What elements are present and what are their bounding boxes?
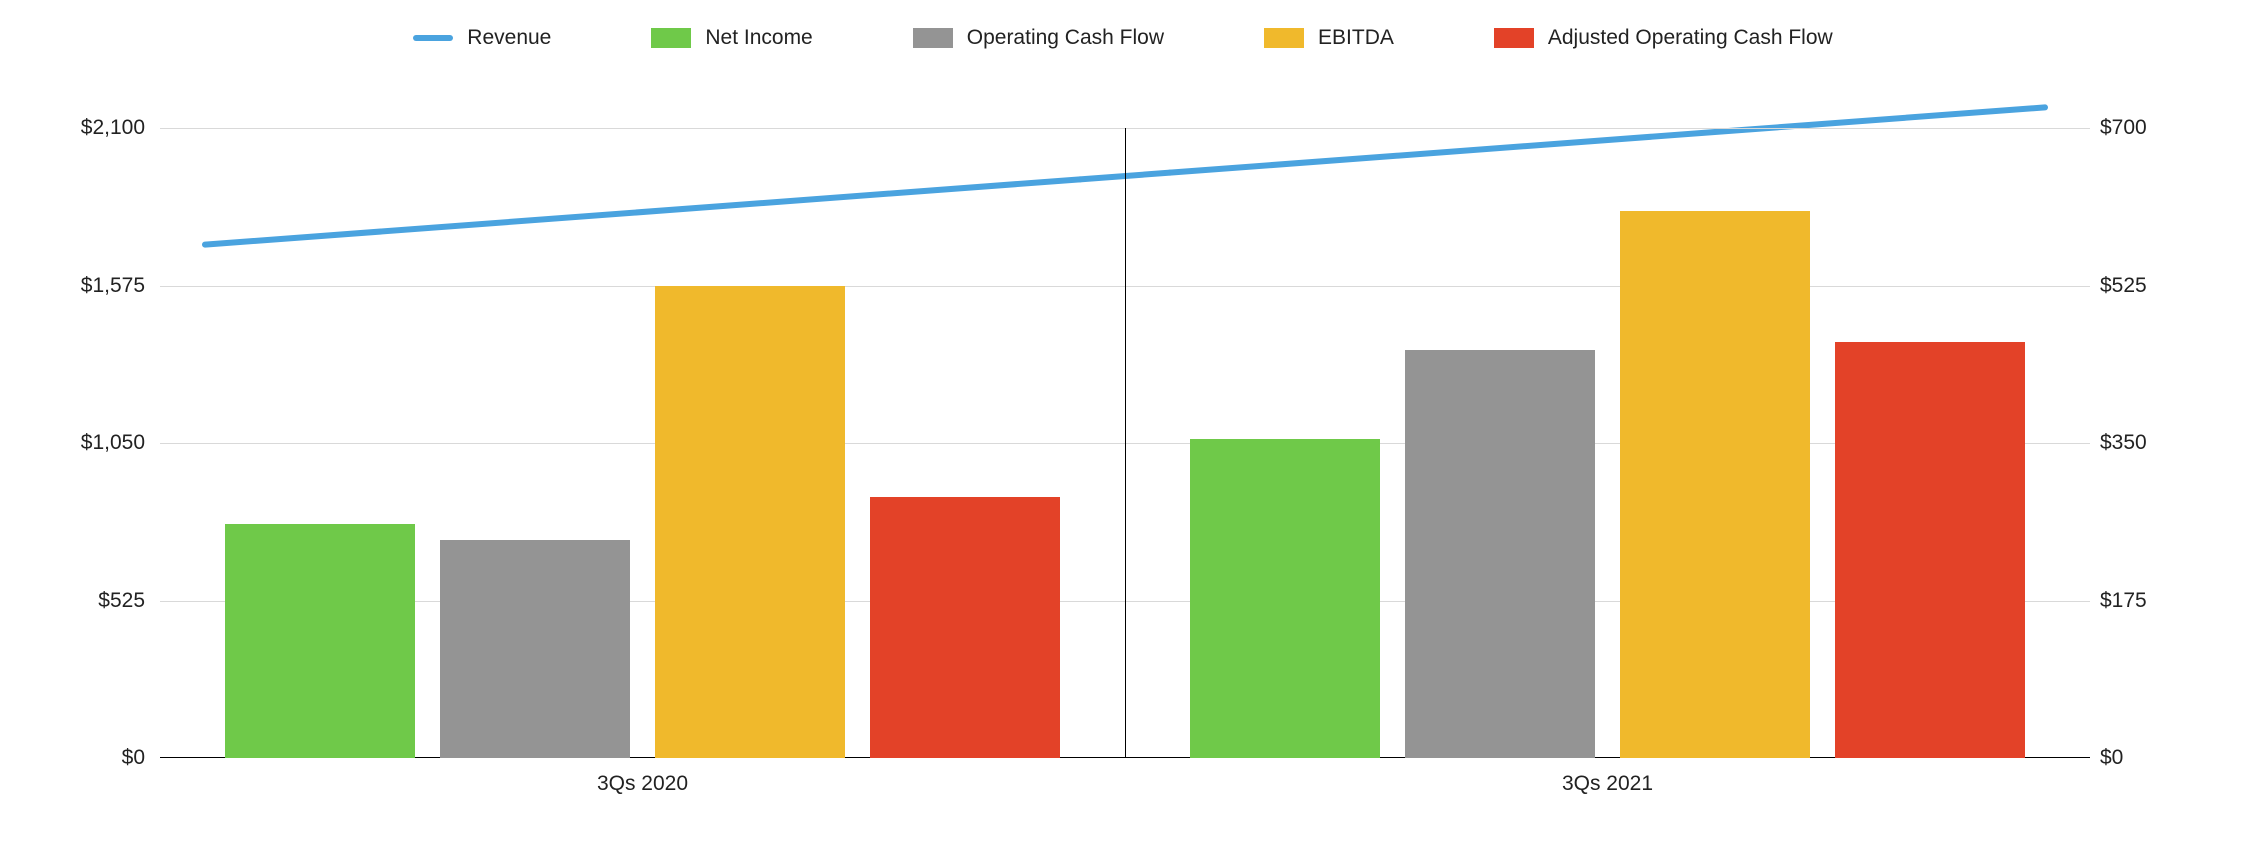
bar: [1835, 342, 2025, 758]
legend-label: Operating Cash Flow: [967, 26, 1164, 50]
legend-swatch-adj-ocf: [1494, 28, 1534, 48]
y-left-tick-label: $0: [25, 746, 145, 770]
x-category-label: 3Qs 2020: [597, 772, 688, 796]
y-left-tick-label: $1,575: [25, 274, 145, 298]
bar: [440, 540, 630, 758]
revenue-line-segment: [205, 179, 1080, 244]
y-right-tick-label: $350: [2100, 431, 2220, 455]
legend-label: Adjusted Operating Cash Flow: [1548, 26, 1833, 50]
y-right-tick-label: $175: [2100, 589, 2220, 613]
financial-combo-chart: Revenue Net Income Operating Cash Flow E…: [0, 0, 2246, 854]
bar: [1190, 439, 1380, 759]
y-left-tick-label: $2,100: [25, 116, 145, 140]
legend-item-net-income: Net Income: [651, 26, 812, 50]
y-right-tick-label: $0: [2100, 746, 2220, 770]
y-left-tick-label: $525: [25, 589, 145, 613]
legend: Revenue Net Income Operating Cash Flow E…: [0, 26, 2246, 50]
bar: [870, 497, 1060, 758]
legend-swatch-ocf: [913, 28, 953, 48]
category-separator: [1125, 128, 1126, 758]
legend-label: Revenue: [467, 26, 551, 50]
bar: [1405, 350, 1595, 758]
legend-label: Net Income: [705, 26, 812, 50]
legend-item-adj-ocf: Adjusted Operating Cash Flow: [1494, 26, 1833, 50]
y-right-tick-label: $700: [2100, 116, 2220, 140]
x-category-label: 3Qs 2021: [1562, 772, 1653, 796]
y-right-tick-label: $525: [2100, 274, 2220, 298]
bar: [655, 286, 845, 759]
bar: [1620, 211, 1810, 758]
legend-item-ocf: Operating Cash Flow: [913, 26, 1164, 50]
legend-swatch-ebitda: [1264, 28, 1304, 48]
legend-swatch-net-income: [651, 28, 691, 48]
bar: [225, 524, 415, 758]
legend-item-ebitda: EBITDA: [1264, 26, 1394, 50]
y-left-tick-label: $1,050: [25, 431, 145, 455]
plot-area: $0$0$525$175$1,050$350$1,575$525$2,100$7…: [160, 128, 2090, 758]
revenue-line-segment: [1170, 107, 2045, 172]
legend-item-revenue: Revenue: [413, 26, 551, 50]
legend-label: EBITDA: [1318, 26, 1394, 50]
legend-swatch-revenue: [413, 35, 453, 41]
